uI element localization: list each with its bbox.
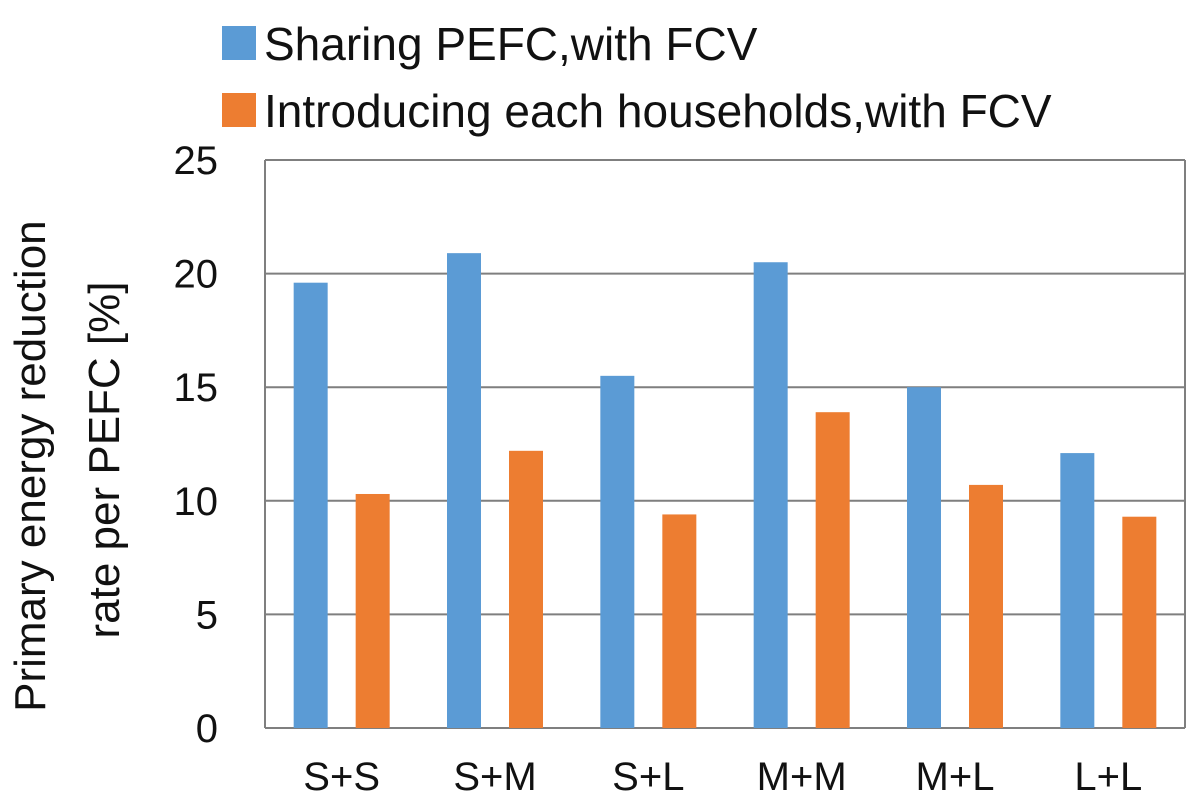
bar-sharing-m-l — [907, 387, 941, 728]
bar-sharing-s-s — [293, 282, 328, 728]
y-tick-label: 0 — [196, 707, 218, 751]
bar-introducing-l-l — [1122, 516, 1157, 728]
y-tick-label: 15 — [174, 366, 219, 410]
y-tick-label: 5 — [196, 593, 218, 637]
bar-introducing-s-s — [355, 493, 390, 728]
y-axis-title-line-2: rate per PEFC [%] — [80, 281, 129, 638]
bar-introducing-s-l — [662, 514, 697, 728]
x-tick-label: S+M — [453, 755, 536, 799]
legend-label: Introducing each households,with FCV — [264, 85, 1052, 137]
legend: Sharing PEFC,with FCV Introducing each ho… — [222, 18, 1052, 137]
gridlines — [264, 159, 1186, 729]
bar-introducing-m-l — [969, 484, 1003, 728]
y-axis-ticks: 0 5 10 15 20 25 — [174, 139, 219, 751]
x-tick-label: L+L — [1074, 755, 1142, 799]
legend-swatch — [222, 26, 256, 60]
y-tick-label: 25 — [174, 139, 219, 183]
bar-introducing-m-m — [815, 412, 850, 728]
y-tick-label: 10 — [174, 480, 219, 524]
bar-sharing-s-m — [447, 253, 481, 729]
bar-introducing-s-m — [509, 450, 543, 728]
bars — [293, 253, 1157, 729]
legend-label: Sharing PEFC,with FCV — [264, 18, 758, 70]
bar-sharing-m-m — [753, 262, 788, 728]
x-tick-label: S+L — [612, 755, 684, 799]
y-axis-title: Primary energy reduction rate per PEFC [… — [6, 208, 129, 712]
y-axis-title-line-1: Primary energy reduction — [6, 220, 55, 712]
x-axis-ticks: S+S S+M S+L M+M M+L L+L — [303, 755, 1142, 799]
x-tick-label: M+M — [757, 755, 847, 799]
y-tick-label: 20 — [174, 253, 219, 297]
bar-sharing-l-l — [1060, 453, 1095, 728]
x-tick-label: S+S — [303, 755, 380, 799]
x-tick-label: M+L — [916, 755, 995, 799]
bar-sharing-s-l — [600, 375, 635, 728]
legend-swatch — [222, 93, 256, 127]
